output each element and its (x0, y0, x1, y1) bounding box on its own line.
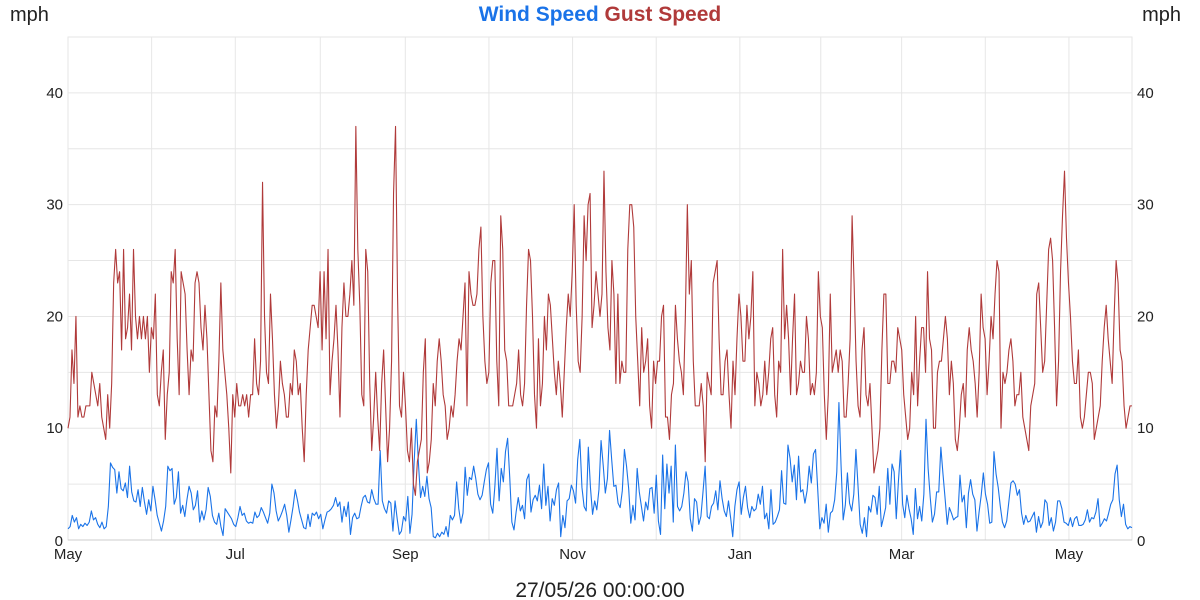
y-tick-label-right: 40 (1137, 85, 1154, 102)
x-tick-label: Sep (392, 546, 419, 563)
x-tick-label: May (54, 546, 83, 563)
y-tick-label-left: 40 (46, 85, 63, 102)
y-tick-label-left: 10 (46, 420, 63, 437)
wind-speed-line (67, 401, 1133, 539)
gust-speed-title: Gust Speed (599, 3, 722, 26)
y-tick-label-right: 10 (1137, 420, 1154, 437)
y-tick-label-left: 30 (46, 197, 63, 214)
x-tick-label: May (1055, 546, 1084, 563)
y-tick-label-right: 0 (1137, 533, 1145, 550)
x-tick-label: Jan (728, 546, 752, 563)
x-axis: May Jul Sep Nov Jan Mar May (54, 546, 1084, 563)
right-y-axis: 0 10 20 30 40 (1137, 85, 1154, 550)
series-lines (67, 125, 1133, 539)
x-tick-label: Jul (226, 546, 245, 563)
y-tick-label-right: 20 (1137, 308, 1154, 325)
timestamp-footer: 27/05/26 00:00:00 (515, 579, 684, 600)
y-tick-label-left: 0 (55, 533, 63, 550)
right-axis-unit: mph (1142, 4, 1181, 26)
gust-speed-line (67, 125, 1132, 496)
wind-speed-title: Wind Speed (479, 3, 599, 26)
x-tick-label: Mar (889, 546, 915, 563)
x-tick-label: Nov (559, 546, 586, 563)
left-y-axis: 0 10 20 30 40 (46, 85, 63, 550)
y-tick-label-left: 20 (46, 308, 63, 325)
chart-title: Wind Speed Gust Speed (479, 3, 722, 26)
y-tick-label-right: 30 (1137, 197, 1154, 214)
left-axis-unit: mph (10, 4, 49, 26)
